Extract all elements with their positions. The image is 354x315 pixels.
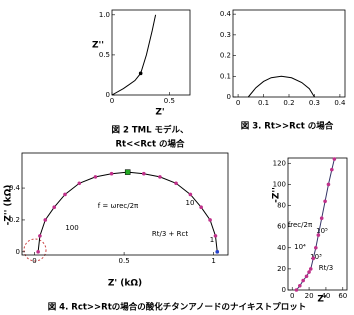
data-point [311, 256, 316, 261]
data-point [314, 245, 318, 250]
data-point [307, 270, 311, 274]
data-point [319, 216, 324, 220]
data-point [138, 71, 143, 76]
data-point [323, 199, 327, 204]
x-tick-label: 0.4 [334, 99, 346, 107]
annotation: frec/2π [288, 221, 313, 229]
caption: 図 3. Rt>>Rct の場合 [241, 121, 334, 132]
y-tick-label: 20 [277, 265, 286, 273]
y-tick-label: 0.2 [9, 216, 20, 224]
y-tick-label: 0.5 [99, 51, 110, 59]
annotation: 10 [186, 199, 195, 207]
origin-highlight [23, 238, 47, 262]
y-axis-label: -Z'' [272, 187, 282, 203]
caption: 図 4. Rct>>Rtの場合の酸化チタンアノードのナイキストプロット [48, 302, 307, 313]
series-line [37, 171, 218, 252]
y-tick-label: 0.3 [220, 31, 231, 39]
annotation: Rt/3 + Rct [152, 230, 188, 238]
data-point [188, 192, 193, 197]
data-point [213, 234, 218, 238]
data-point [174, 181, 178, 186]
y-tick-label: 120 [273, 159, 286, 167]
data-point [109, 171, 114, 176]
data-point [316, 233, 321, 237]
x-tick-label: 1 [211, 257, 215, 265]
x-axis-label: Z' (kΩ) [108, 279, 142, 289]
data-point [93, 175, 98, 179]
caption: 図 2 TML モデル、 [112, 125, 189, 136]
y-axis-label: -Z'' (kΩ) [4, 185, 14, 226]
x-tick-label: 0.1 [258, 99, 269, 107]
x-tick-label: 0 [236, 99, 240, 107]
y-tick-label: 1.0 [99, 11, 110, 19]
x-tick-label: 0 [290, 292, 294, 300]
data-point [199, 205, 203, 209]
data-point [304, 274, 309, 279]
data-point [158, 175, 162, 179]
annotation: 10⁵ [316, 227, 328, 235]
data-point [326, 182, 331, 187]
y-tick-label: 100 [273, 180, 286, 188]
caption: Rt<<Rct の場合 [116, 139, 185, 150]
data-point [298, 283, 302, 288]
data-point [308, 267, 313, 271]
annotation: f = ωrec/2π [98, 202, 139, 210]
x-tick-label: 0 [110, 97, 114, 105]
annotation: 10⁴ [294, 243, 306, 251]
data-point [142, 171, 146, 176]
x-tick-label: 0 [32, 257, 36, 265]
y-tick-label: 0.2 [220, 52, 231, 60]
x-tick-label: 40 [321, 292, 330, 300]
data-point [52, 205, 57, 209]
y-tick-label: 0.4 [220, 10, 232, 18]
plot-frame [21, 152, 229, 256]
data-point [208, 218, 212, 222]
y-tick-label: 40 [277, 244, 286, 252]
data-point [36, 250, 40, 254]
data-point [301, 278, 305, 283]
y-tick-label: 0 [227, 93, 231, 101]
y-tick-label: 0.4 [9, 184, 21, 192]
annotation: 10³ [310, 253, 322, 261]
y-axis-label: Z'' [92, 41, 104, 51]
y-tick-label: 0 [106, 91, 110, 99]
x-tick-label: 20 [305, 292, 314, 300]
x-axis-label: Z' [155, 108, 164, 118]
x-tick-label: 60 [338, 292, 347, 300]
series-line [247, 75, 315, 98]
data-point [124, 169, 131, 175]
data-point [330, 167, 334, 172]
data-point [43, 218, 48, 222]
data-point [77, 181, 82, 186]
x-tick-label: 0.2 [283, 99, 294, 107]
series-line [111, 14, 157, 96]
y-tick-label: 80 [277, 202, 286, 210]
y-tick-label: 0 [282, 286, 286, 294]
x-axis-label: Z' [317, 295, 326, 305]
data-point [63, 192, 67, 197]
y-tick-label: 0.1 [220, 72, 231, 80]
x-tick-label: 0.5 [119, 257, 130, 265]
plot-frame [111, 9, 191, 96]
plot-frame [232, 9, 346, 98]
annotation: 1 [210, 236, 214, 244]
data-point [38, 234, 42, 238]
data-point [215, 250, 220, 254]
x-tick-label: 0.3 [309, 99, 320, 107]
y-tick-label: 60 [277, 223, 286, 231]
x-tick-label: 0.5 [164, 97, 175, 105]
data-point [294, 288, 299, 292]
y-tick-label: 0 [16, 248, 20, 256]
data-point [332, 157, 337, 161]
annotation: Rt/3 [319, 264, 333, 272]
annotation: 100 [65, 224, 78, 232]
plot-frame [287, 157, 348, 291]
